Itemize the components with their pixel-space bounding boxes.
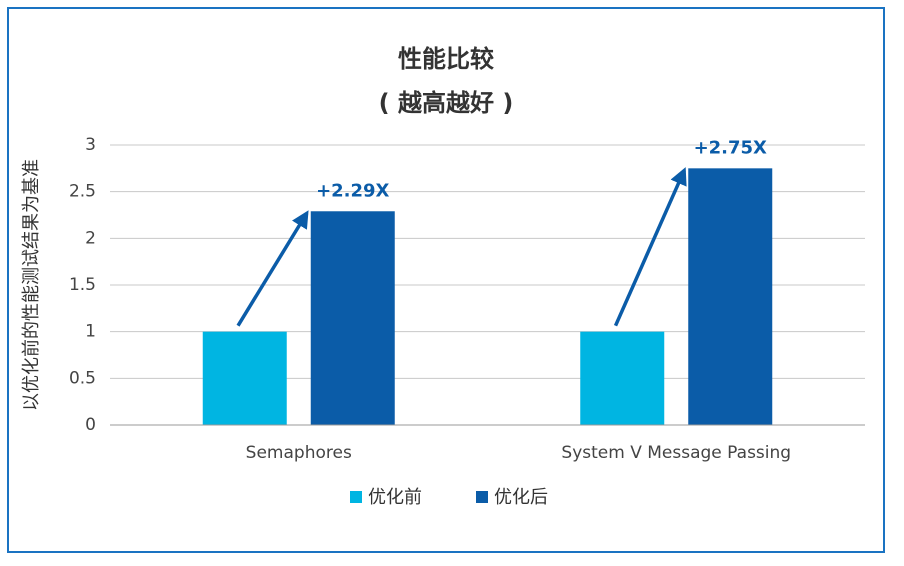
bar — [202, 331, 287, 425]
y-tick-label: 2.5 — [69, 182, 96, 202]
legend-swatch — [350, 491, 362, 503]
y-tick-label: 0 — [85, 415, 96, 435]
bar — [688, 168, 773, 426]
y-tick-label: 2 — [85, 228, 96, 248]
chart-subtitle: ( 越高越好 ) — [379, 89, 514, 117]
arrow — [613, 167, 687, 327]
bar — [310, 211, 395, 425]
value-label: +2.75X — [694, 137, 767, 158]
legend-swatch — [476, 491, 488, 503]
legend-label: 优化前 — [368, 487, 422, 508]
arrow — [236, 210, 309, 327]
y-tick-label: 1 — [85, 322, 96, 342]
legend-label: 优化后 — [494, 487, 548, 508]
y-axis-label: 以优化前的性能测试结果为基准 — [21, 159, 42, 411]
x-tick-label: System V Message Passing — [561, 443, 791, 463]
y-tick-label: 3 — [85, 135, 96, 155]
chart-title: 性能比较 — [398, 45, 494, 73]
value-label: +2.29X — [316, 180, 389, 201]
y-tick-label: 0.5 — [69, 368, 96, 388]
y-tick-label: 1.5 — [69, 275, 96, 295]
x-tick-label: Semaphores — [246, 443, 352, 463]
bar — [580, 331, 665, 425]
